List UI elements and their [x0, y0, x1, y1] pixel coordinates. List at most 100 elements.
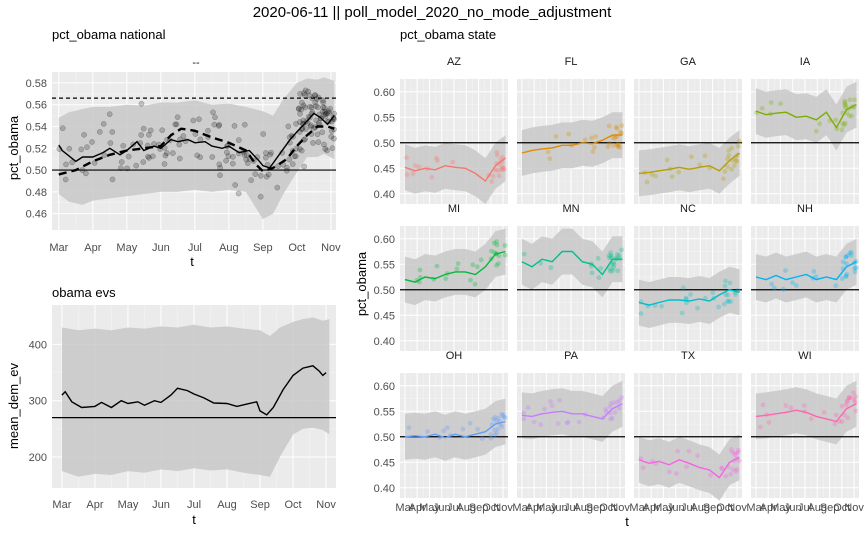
state-poll-point — [729, 166, 734, 172]
national-poll-point — [301, 90, 307, 96]
state-facet-label: WI — [798, 350, 811, 362]
state-x-tick-label: Sep — [820, 502, 840, 514]
national-poll-point — [117, 165, 124, 171]
state-poll-point — [757, 424, 763, 430]
state-poll-point — [614, 142, 620, 148]
state-poll-point — [697, 162, 703, 168]
state-poll-point — [494, 262, 499, 268]
state-poll-point — [566, 131, 572, 137]
national-y-tick-label: 0.52 — [26, 143, 47, 155]
state-poll-point — [846, 395, 852, 401]
state-x-tick-label: Apr — [643, 502, 660, 514]
state-x-tick-label: Aug — [807, 502, 827, 514]
national-poll-point — [216, 121, 223, 128]
state-poll-point — [589, 135, 594, 141]
state-poll-point — [722, 169, 728, 174]
state-poll-point — [545, 149, 551, 155]
national-x-tick-label: Oct — [288, 242, 305, 254]
national-poll-point — [100, 121, 107, 127]
national-ci-band — [58, 77, 335, 220]
state-poll-point — [760, 402, 766, 408]
state-poll-point — [496, 261, 501, 266]
state-poll-point — [488, 432, 494, 437]
state-y-tick-label: 0.50 — [374, 285, 395, 297]
national-poll-point — [297, 119, 303, 125]
state-poll-point — [582, 137, 588, 143]
national-poll-point — [83, 170, 89, 177]
national-poll-point — [319, 129, 326, 136]
national-poll-point — [312, 92, 319, 99]
national-poll-point — [149, 153, 156, 160]
national-poll-point — [291, 153, 298, 160]
state-poll-point — [813, 128, 819, 134]
state-y-tick-label: 0.45 — [374, 163, 395, 175]
state-ci-band — [755, 238, 857, 303]
state-poll-point — [725, 164, 730, 170]
state-poll-point — [472, 281, 478, 287]
national-y-tick-label: 0.46 — [26, 209, 47, 221]
evs-x-tick-label: Apr — [86, 499, 103, 511]
state-poll-point — [848, 395, 854, 401]
state-poll-point — [454, 266, 460, 272]
national-poll-point — [211, 121, 218, 128]
state-y-tick-label: 0.40 — [374, 336, 395, 348]
state-poll-point — [607, 255, 612, 261]
state-poll-point — [733, 450, 738, 456]
state-poll-point — [417, 267, 423, 273]
state-poll-point — [468, 277, 473, 283]
state-poll-point — [721, 176, 726, 182]
state-poll-point — [616, 141, 621, 147]
state-y-tick-label: 0.40 — [374, 189, 395, 201]
national-poll-point — [229, 160, 236, 167]
state-poll-point — [669, 174, 675, 180]
state-poll-point — [733, 158, 739, 164]
national-poll-point — [301, 163, 307, 170]
state-poll-point — [708, 472, 713, 478]
national-poll-point — [308, 104, 315, 111]
state-x-tick-label: Mar — [395, 502, 414, 514]
state-poll-point — [783, 268, 788, 273]
state-poll-point — [834, 126, 840, 132]
state-x-axis-title: t — [625, 514, 629, 529]
national-poll-point — [260, 131, 267, 137]
national-poll-point — [313, 117, 319, 124]
national-poll-point — [164, 150, 170, 156]
state-poll-point — [853, 394, 859, 399]
state-poll-point — [460, 426, 466, 432]
state-poll-point — [783, 403, 789, 408]
state-poll-point — [817, 121, 823, 127]
state-facet-nc: NC — [634, 203, 742, 351]
state-poll-point — [843, 274, 849, 279]
state-poll-point — [723, 292, 729, 297]
state-estimate-line — [638, 152, 740, 175]
state-poll-point — [733, 469, 739, 474]
national-poll-point — [302, 126, 309, 132]
state-poll-point — [608, 253, 614, 258]
state-poll-point — [845, 415, 851, 421]
state-y-tick-label: 0.55 — [374, 259, 395, 271]
national-x-tick-label: Jun — [152, 242, 170, 254]
state-y-tick-label: 0.60 — [374, 381, 395, 393]
evs-x-tick-label: Aug — [217, 499, 237, 511]
state-poll-point — [592, 144, 597, 150]
national-poll-point — [89, 139, 95, 145]
national-poll-point — [315, 104, 321, 111]
national-poll-point — [196, 116, 202, 123]
state-poll-point — [494, 239, 499, 245]
state-poll-point — [841, 122, 847, 128]
state-poll-point — [851, 390, 856, 396]
state-poll-point — [609, 415, 615, 421]
national-poll-point — [133, 162, 140, 169]
national-poll-point — [311, 92, 318, 99]
state-x-tick-label: Jun — [550, 502, 568, 514]
state-poll-point — [732, 163, 737, 168]
state-poll-point — [617, 398, 622, 403]
national-y-tick-label: 0.58 — [26, 78, 47, 90]
state-poll-point — [839, 276, 845, 281]
national-poll-point — [289, 161, 296, 167]
state-x-tick-label: Oct — [833, 502, 850, 514]
state-poll-point — [778, 101, 783, 107]
national-poll-point — [302, 136, 308, 142]
national-poll-point — [299, 99, 305, 106]
state-facets: AZ 0.40 0.45 0.50 0.55 0.60 FL GA IA MI 0.40 0.45 0.… — [374, 56, 864, 514]
